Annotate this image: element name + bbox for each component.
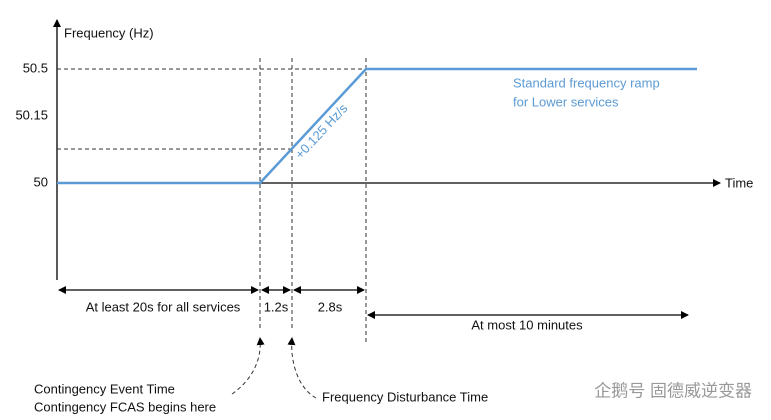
interval-label: At least 20s for all services: [86, 299, 241, 314]
interval-label: 1.2s: [264, 299, 289, 314]
ramp-note: for Lower services: [513, 94, 619, 109]
interval-label: At most 10 minutes: [471, 317, 583, 332]
watermark: 企鹅号 固德威逆变器: [594, 381, 752, 400]
y-tick-label: 50: [34, 174, 48, 189]
annotation-arrow: [287, 337, 317, 399]
annotation: Contingency Event Time: [34, 381, 175, 396]
frequency-ramp: [57, 67, 697, 185]
y-axis-label: Frequency (Hz): [64, 25, 154, 40]
interval-label: 2.8s: [318, 299, 343, 314]
x-axis-label: Time: [725, 175, 753, 190]
y-tick-label: 50.15: [15, 107, 48, 122]
annotation: Frequency Disturbance Time: [322, 389, 488, 404]
annotation: Contingency FCAS begins here: [34, 399, 216, 414]
y-tick-label: 50.5: [23, 60, 48, 75]
annotation-arrow: [231, 337, 265, 395]
ramp-note: Standard frequency ramp: [513, 75, 660, 90]
slope-label: +0.125 Hz/s: [292, 100, 351, 162]
